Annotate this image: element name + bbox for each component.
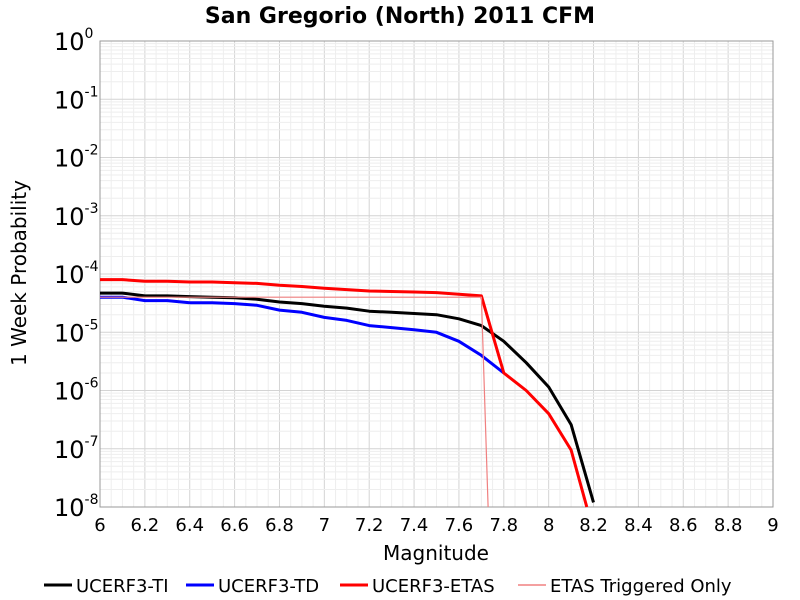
y-tick-label: 10-2 [54,143,99,173]
x-tick-label: 6.2 [131,515,160,536]
y-tick-label: 10-5 [54,317,99,347]
x-tick-label: 8.4 [624,515,653,536]
x-tick-label: 8.6 [669,515,698,536]
x-tick-label: 7.4 [400,515,429,536]
x-axis: 6 6.2 6.4 6.6 6.8 7 7.2 7.4 7.6 7.8 8 8.2 8.4 8.6 8.8 9 [94,515,778,536]
x-axis-label: Magnitude [383,541,489,565]
y-tick-label: 10-3 [54,201,99,231]
x-tick-label: 7.6 [445,515,474,536]
x-tick-label: 8.2 [579,515,608,536]
y-axis: 100 10-1 10-2 10-3 10-4 10-5 10-6 10-7 10-8 [54,26,99,522]
x-tick-label: 6.6 [220,515,249,536]
series-line-4 [100,296,489,508]
y-tick-label: 100 [54,26,93,56]
series-line-3 [100,278,589,508]
series-layer [100,278,595,508]
legend-label: UCERF3-TI [76,576,169,597]
legend-label: ETAS Triggered Only [550,576,732,597]
x-tick-label: 8.8 [714,515,743,536]
y-tick-label: 10-1 [54,84,99,114]
x-tick-label: 6.4 [175,515,204,536]
series-line-1 [100,291,595,503]
legend-label: UCERF3-TD [218,576,319,597]
x-tick-label: 7.2 [355,515,384,536]
legend: UCERF3-TI UCERF3-TD UCERF3-ETAS ETAS Trigge… [44,576,732,597]
y-tick-label: 10-8 [54,492,99,522]
x-tick-label: 7 [319,515,330,536]
series-line-2 [100,295,505,375]
chart-title: San Gregorio (North) 2011 CFM [205,4,595,29]
x-tick-label: 8 [543,515,554,536]
plot-area [99,40,774,508]
grid [99,40,774,508]
y-tick-label: 10-4 [54,259,99,289]
x-tick-label: 6 [94,515,105,536]
x-tick-label: 7.8 [489,515,518,536]
y-tick-label: 10-6 [54,376,99,406]
y-axis-label: 1 Week Probability [7,180,31,366]
y-tick-label: 10-7 [54,434,99,464]
legend-label: UCERF3-ETAS [372,576,495,597]
x-tick-label: 6.8 [265,515,294,536]
x-tick-label: 9 [767,515,778,536]
